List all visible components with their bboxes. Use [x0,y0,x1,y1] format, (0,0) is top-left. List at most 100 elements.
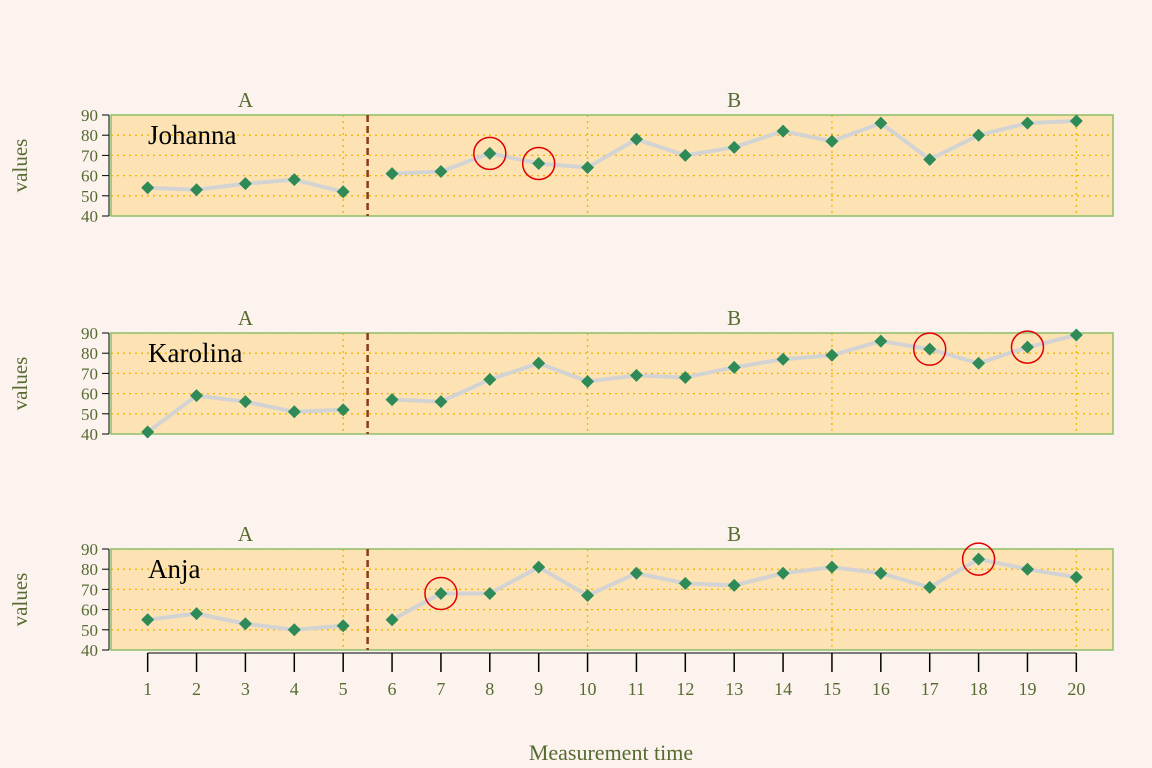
data-point [678,148,692,162]
x-tick-label: 4 [290,679,299,699]
data-point [825,348,839,362]
data-point [336,619,350,633]
data-point [483,146,497,160]
data-point [678,370,692,384]
panel-border [110,114,1114,217]
highlight-circle [473,136,507,171]
y-tick-label: 40 [81,641,98,660]
data-point [629,368,643,382]
data-point [727,140,741,154]
data-point [678,576,692,590]
data-point [190,607,204,621]
highlight-circle [521,146,556,181]
data-point [483,372,497,386]
highlight-circle [1010,330,1045,364]
case-name: Johanna [148,120,236,150]
data-point [238,617,252,631]
case-name: Anja [148,554,201,584]
x-tick-label: 10 [579,679,597,699]
data-point [141,181,155,195]
data-point [776,352,790,366]
panel-border [110,548,1114,651]
data-point [434,165,448,179]
phase-label: B [727,306,741,330]
data-point [1069,328,1083,342]
data-point [190,389,204,403]
x-tick-label: 11 [628,679,645,699]
data-point [776,124,790,138]
data-point [287,173,301,187]
y-tick-label: 50 [81,187,98,206]
data-point [385,613,399,627]
data-point [825,134,839,148]
data-point [141,425,155,439]
phase-label: B [727,522,741,546]
y-tick-label: 60 [81,385,98,404]
data-point [629,132,643,146]
y-tick-label: 80 [81,344,98,363]
data-point [287,623,301,637]
data-point [1020,562,1034,576]
x-axis: 1 2 3 4 5 6 7 8 9 10 11 12 13 14 15 16 17 18 19 20 [143,652,1085,699]
data-point [1069,570,1083,584]
data-point [727,360,741,374]
x-tick-label: 9 [534,679,543,699]
y-tick-label: 80 [81,560,98,579]
data-point [434,395,448,409]
y-tick-label: 80 [81,126,98,145]
data-point [238,177,252,191]
x-tick-label: 2 [192,679,201,699]
data-point [874,334,888,348]
panel-border [110,332,1114,435]
y-tick-label: 90 [81,106,98,125]
phase-label: A [238,88,254,112]
x-tick-label: 12 [676,679,694,699]
data-point [385,167,399,181]
x-tick-label: 14 [774,679,792,699]
y-axis-title: values [8,139,32,193]
y-tick-label: 40 [81,207,98,226]
x-tick-label: 18 [970,679,988,699]
data-point [141,613,155,627]
data-point [825,560,839,574]
data-point [874,566,888,580]
highlight-circle [961,542,996,576]
y-tick-label: 60 [81,167,98,186]
data-point [629,566,643,580]
y-tick-label: 90 [81,324,98,343]
x-axis-title: Measurement time [529,740,693,765]
x-tick-label: 16 [872,679,890,699]
y-axis-title: values [8,573,32,627]
x-tick-label: 20 [1067,679,1085,699]
phase-label: A [238,522,254,546]
data-point [923,152,937,166]
x-tick-label: 17 [921,679,939,699]
data-point [1069,114,1083,128]
x-tick-label: 6 [388,679,397,699]
data-point [874,116,888,130]
data-point [190,183,204,197]
data-point [581,161,595,175]
panel-background [111,115,1113,216]
data-point [923,580,937,594]
data-point [336,403,350,417]
x-tick-label: 1 [143,679,152,699]
y-tick-label: 70 [81,364,98,383]
y-tick-label: 70 [81,580,98,599]
data-point [385,393,399,407]
y-tick-label: 40 [81,425,98,444]
x-tick-label: 7 [436,679,445,699]
data-point [972,128,986,142]
case-name: Karolina [148,338,242,368]
data-point [972,356,986,370]
data-point [532,560,546,574]
panel-background [111,333,1113,434]
data-point [287,405,301,419]
data-point [727,578,741,592]
data-point [1020,116,1034,130]
data-point [776,566,790,580]
